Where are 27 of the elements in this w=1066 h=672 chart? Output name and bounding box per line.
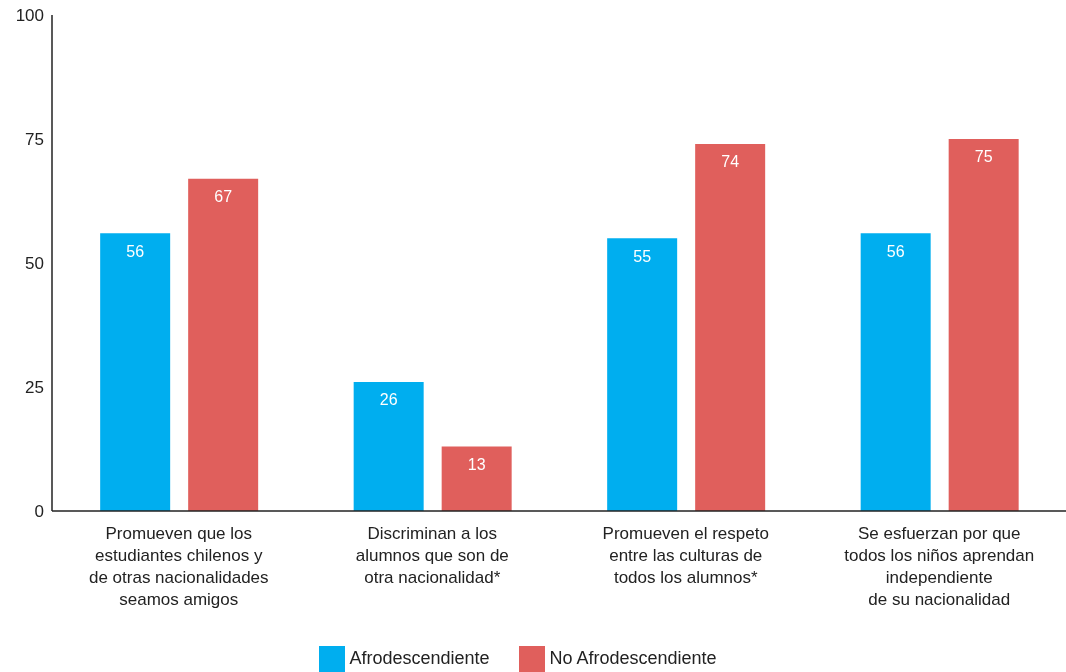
bar	[100, 233, 171, 511]
data-label: 74	[721, 153, 740, 171]
bar	[948, 139, 1019, 511]
x-tick-label: Promueven que los estudiantes chilenos y de otras nacionalidades seamos amigos	[88, 524, 269, 609]
x-tick-label: Promueven el respeto entre las culturas de todos los alumnos*	[602, 524, 769, 587]
bar	[860, 233, 931, 511]
data-label: 56	[886, 242, 905, 260]
legend-label: No Afrodescendiente	[549, 647, 717, 668]
y-tick-label: 25	[25, 378, 44, 398]
bar	[188, 178, 259, 511]
data-label: 55	[633, 247, 652, 265]
y-tick-label: 50	[25, 254, 44, 274]
bar	[607, 238, 678, 511]
data-label: 26	[379, 391, 398, 409]
bar	[353, 382, 424, 511]
data-label: 75	[974, 148, 993, 166]
bar	[695, 143, 766, 511]
y-tick-label: 0	[34, 502, 44, 522]
data-label: 56	[126, 242, 145, 260]
x-tick-label: Discriminan a los alumnos que son de otra nacionalidad*	[355, 524, 509, 587]
data-label: 13	[467, 455, 486, 473]
x-tick-label: Se esfuerzan por que todos los niños aprendan independiente de su nacionalidad	[844, 524, 1035, 609]
data-label: 67	[214, 188, 233, 206]
bar	[441, 446, 512, 511]
legend-label: Afrodescendiente	[349, 647, 490, 668]
y-tick-label: 100	[15, 6, 44, 26]
y-tick-label: 75	[25, 130, 44, 150]
